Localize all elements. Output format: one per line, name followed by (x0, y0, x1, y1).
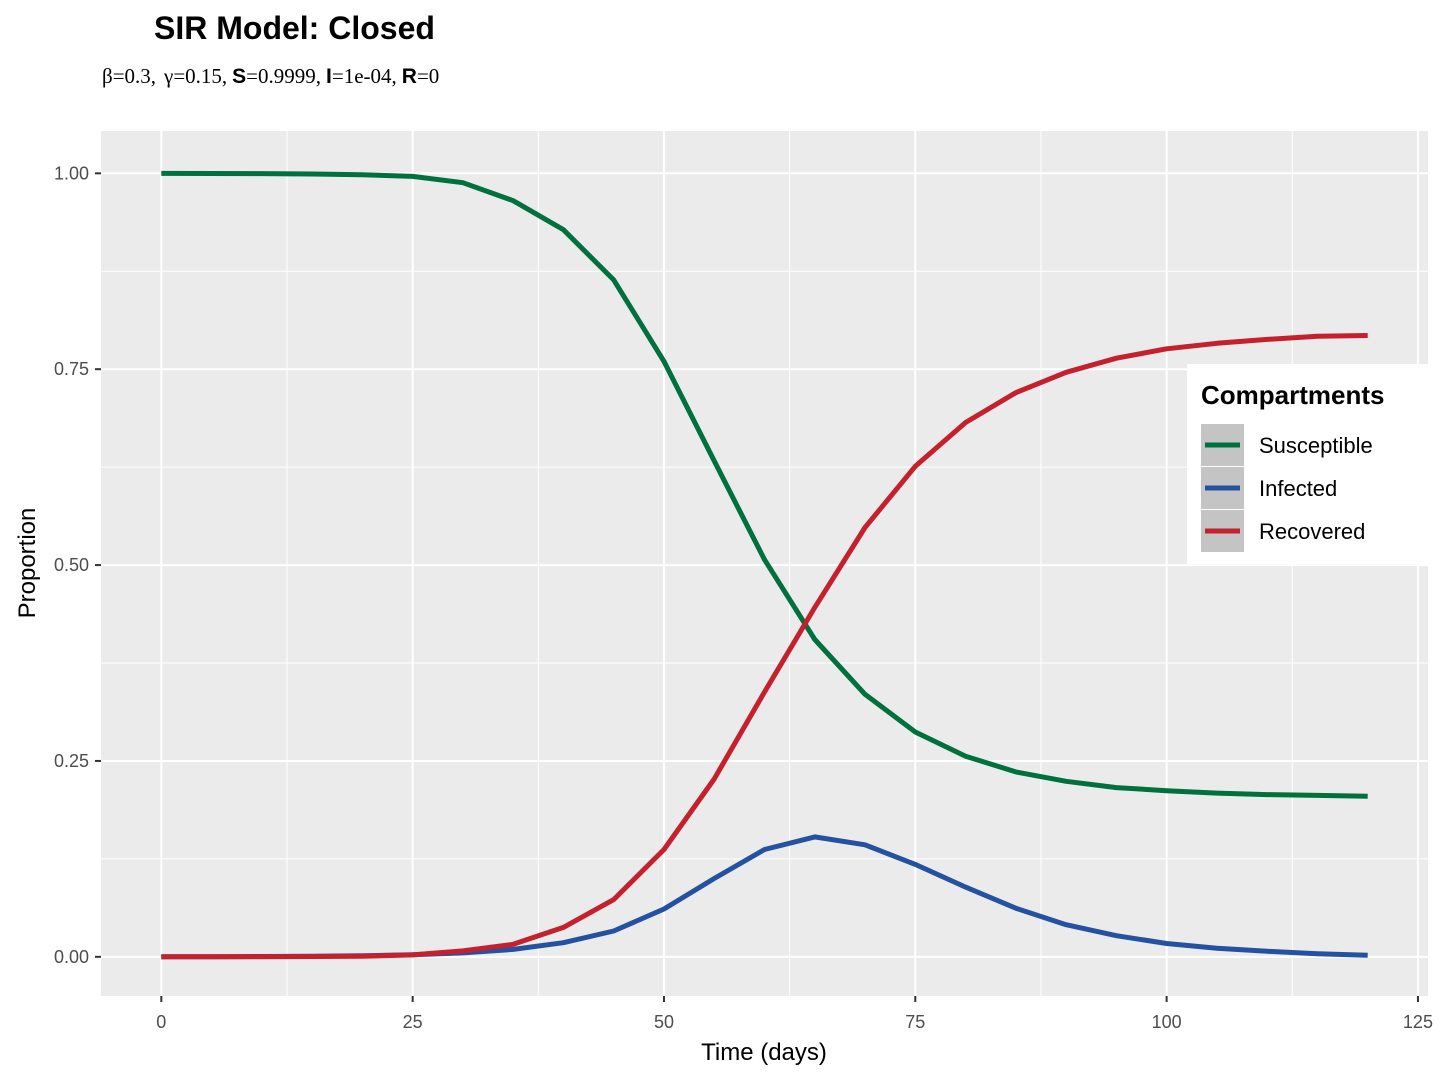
legend: Compartments Susceptible Infected Recovere… (1187, 364, 1440, 564)
chart-title: SIR Model: Closed (154, 10, 435, 46)
x-tick-label: 100 (1152, 1012, 1182, 1032)
subtitle-s-value: =0.9999, (246, 64, 321, 88)
legend-label-infected: Infected (1259, 476, 1337, 501)
subtitle-i-label: I (326, 65, 332, 88)
subtitle-r-value: =0 (417, 64, 439, 88)
y-axis-title: Proportion (14, 508, 41, 619)
subtitle-i-value: =1e-04, (332, 64, 397, 88)
subtitle-beta-symbol: β (102, 64, 113, 88)
y-tick-label: 0.00 (54, 947, 89, 967)
legend-items: Susceptible Infected Recovered (1201, 424, 1373, 552)
y-axis: 0.00 0.25 0.50 0.75 1.00 (54, 163, 101, 967)
subtitle-r-label: R (402, 65, 417, 88)
subtitle-gamma-value: =0.15, (173, 64, 227, 88)
x-tick-label: 0 (156, 1012, 166, 1032)
x-tick-label: 50 (654, 1012, 674, 1032)
series-layer (161, 170, 1368, 960)
y-tick-label: 0.75 (54, 359, 89, 379)
series-line-susceptible (161, 170, 1368, 799)
series-line-recovered (161, 333, 1368, 960)
x-tick-label: 25 (403, 1012, 423, 1032)
x-axis: 0 25 50 75 100 125 (156, 996, 1433, 1032)
grid-major (101, 131, 1428, 996)
legend-label-susceptible: Susceptible (1259, 433, 1373, 458)
legend-label-recovered: Recovered (1259, 519, 1365, 544)
subtitle-s-label: S (232, 65, 246, 88)
subtitle-gamma-symbol: γ (163, 64, 173, 88)
subtitle-beta-value: =0.3, (113, 64, 156, 88)
y-tick-label: 0.25 (54, 751, 89, 771)
y-tick-label: 1.00 (54, 163, 89, 183)
y-tick-label: 0.50 (54, 555, 89, 575)
chart-subtitle: β=0.3, γ=0.15, S=0.9999, I=1e-04, R=0 (102, 64, 439, 88)
x-axis-title: Time (days) (701, 1039, 827, 1066)
legend-title: Compartments (1201, 380, 1384, 410)
x-tick-label: 75 (905, 1012, 925, 1032)
x-tick-label: 125 (1403, 1012, 1433, 1032)
